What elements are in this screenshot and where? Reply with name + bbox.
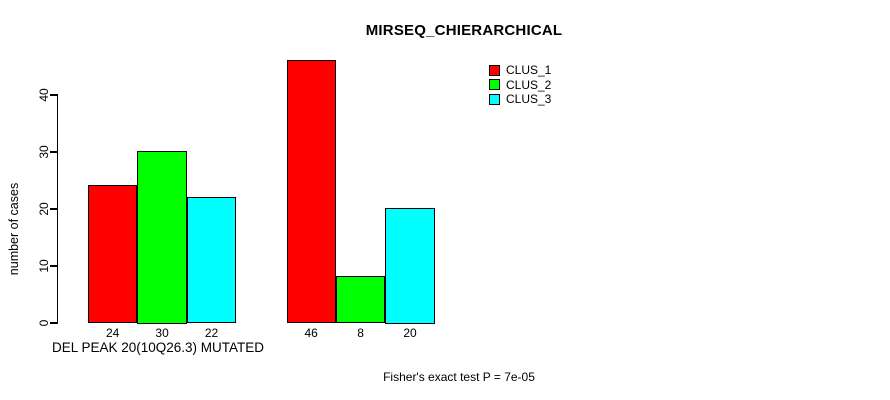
legend-swatch-clus_2 <box>489 79 500 91</box>
bar-clus_3-group2 <box>385 208 435 324</box>
bar-value-label: 30 <box>155 326 169 340</box>
legend-item-clus_1: CLUS_1 <box>489 63 551 78</box>
fisher-test-annotation: Fisher's exact test P = 7e-05 <box>383 370 535 384</box>
bar-clus_1-group2 <box>286 59 336 324</box>
y-tick <box>49 151 57 153</box>
legend-label: CLUS_1 <box>506 63 552 78</box>
bar-value-label: 46 <box>304 326 318 340</box>
bar-value-label: 24 <box>106 326 120 340</box>
legend-item-clus_2: CLUS_2 <box>489 78 551 93</box>
bar-clus_1-group1 <box>88 185 138 324</box>
y-tick-label: 10 <box>37 259 51 273</box>
bar-clus_3-group1 <box>186 196 237 324</box>
legend-label: CLUS_3 <box>506 92 552 107</box>
y-tick <box>49 208 57 210</box>
y-tick <box>49 322 57 324</box>
bar-value-label: 20 <box>403 326 417 340</box>
bar-value-label: 8 <box>357 326 364 340</box>
y-tick-label: 40 <box>37 88 51 102</box>
x-axis-label: DEL PEAK 20(10Q26.3) MUTATED <box>51 340 265 355</box>
y-tick-label: 30 <box>37 145 51 159</box>
legend-swatch-clus_3 <box>489 93 500 105</box>
bar-clus_2-group1 <box>137 151 187 324</box>
y-tick-label: 0 <box>37 319 51 327</box>
legend-swatch-clus_1 <box>489 64 500 76</box>
y-tick <box>49 94 57 96</box>
y-axis-line <box>56 94 58 324</box>
y-axis-label: number of cases <box>7 182 21 276</box>
y-tick-label: 20 <box>37 202 51 216</box>
bar-value-label: 22 <box>204 326 219 340</box>
legend-item-clus_3: CLUS_3 <box>489 92 551 107</box>
y-tick <box>49 265 57 267</box>
chart-title: MIRSEQ_CHIERARCHICAL <box>365 22 563 39</box>
legend: CLUS_1 CLUS_2 CLUS_3 <box>489 63 551 107</box>
bar-clus_2-group2 <box>335 276 386 324</box>
legend-label: CLUS_2 <box>506 77 552 92</box>
